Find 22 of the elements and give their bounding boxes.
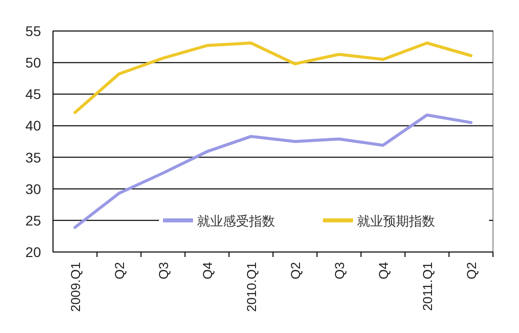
line-series: [74, 113, 472, 229]
y-tick-label: 50: [25, 54, 42, 71]
y-tick-label: 30: [25, 180, 42, 197]
x-tick-label: Q3: [332, 262, 347, 280]
y-tick-label: 55: [25, 23, 42, 39]
y-tick-label: 40: [25, 118, 42, 134]
legend-label: 就业感受指数: [197, 213, 275, 228]
y-tick-label: 25: [25, 212, 42, 228]
legend-label: 就业预期指数: [357, 213, 435, 228]
x-tick-label: Q2: [112, 262, 127, 280]
x-tick-label: 2010.Q1: [244, 262, 259, 312]
x-tick-label: 2009.Q1: [68, 262, 83, 312]
x-tick-label: Q2: [288, 262, 303, 280]
x-tick-label: 2011.Q1: [420, 262, 435, 311]
x-tick-label: Q3: [156, 262, 171, 280]
line-series: [74, 41, 472, 114]
y-tick-label: 35: [25, 149, 42, 166]
x-tick-label: Q4: [200, 262, 215, 280]
x-tick-label: Q4: [376, 262, 391, 280]
y-tick-label: 20: [25, 244, 42, 260]
x-tick-label: Q2: [464, 262, 479, 280]
y-tick-label: 45: [25, 86, 42, 102]
